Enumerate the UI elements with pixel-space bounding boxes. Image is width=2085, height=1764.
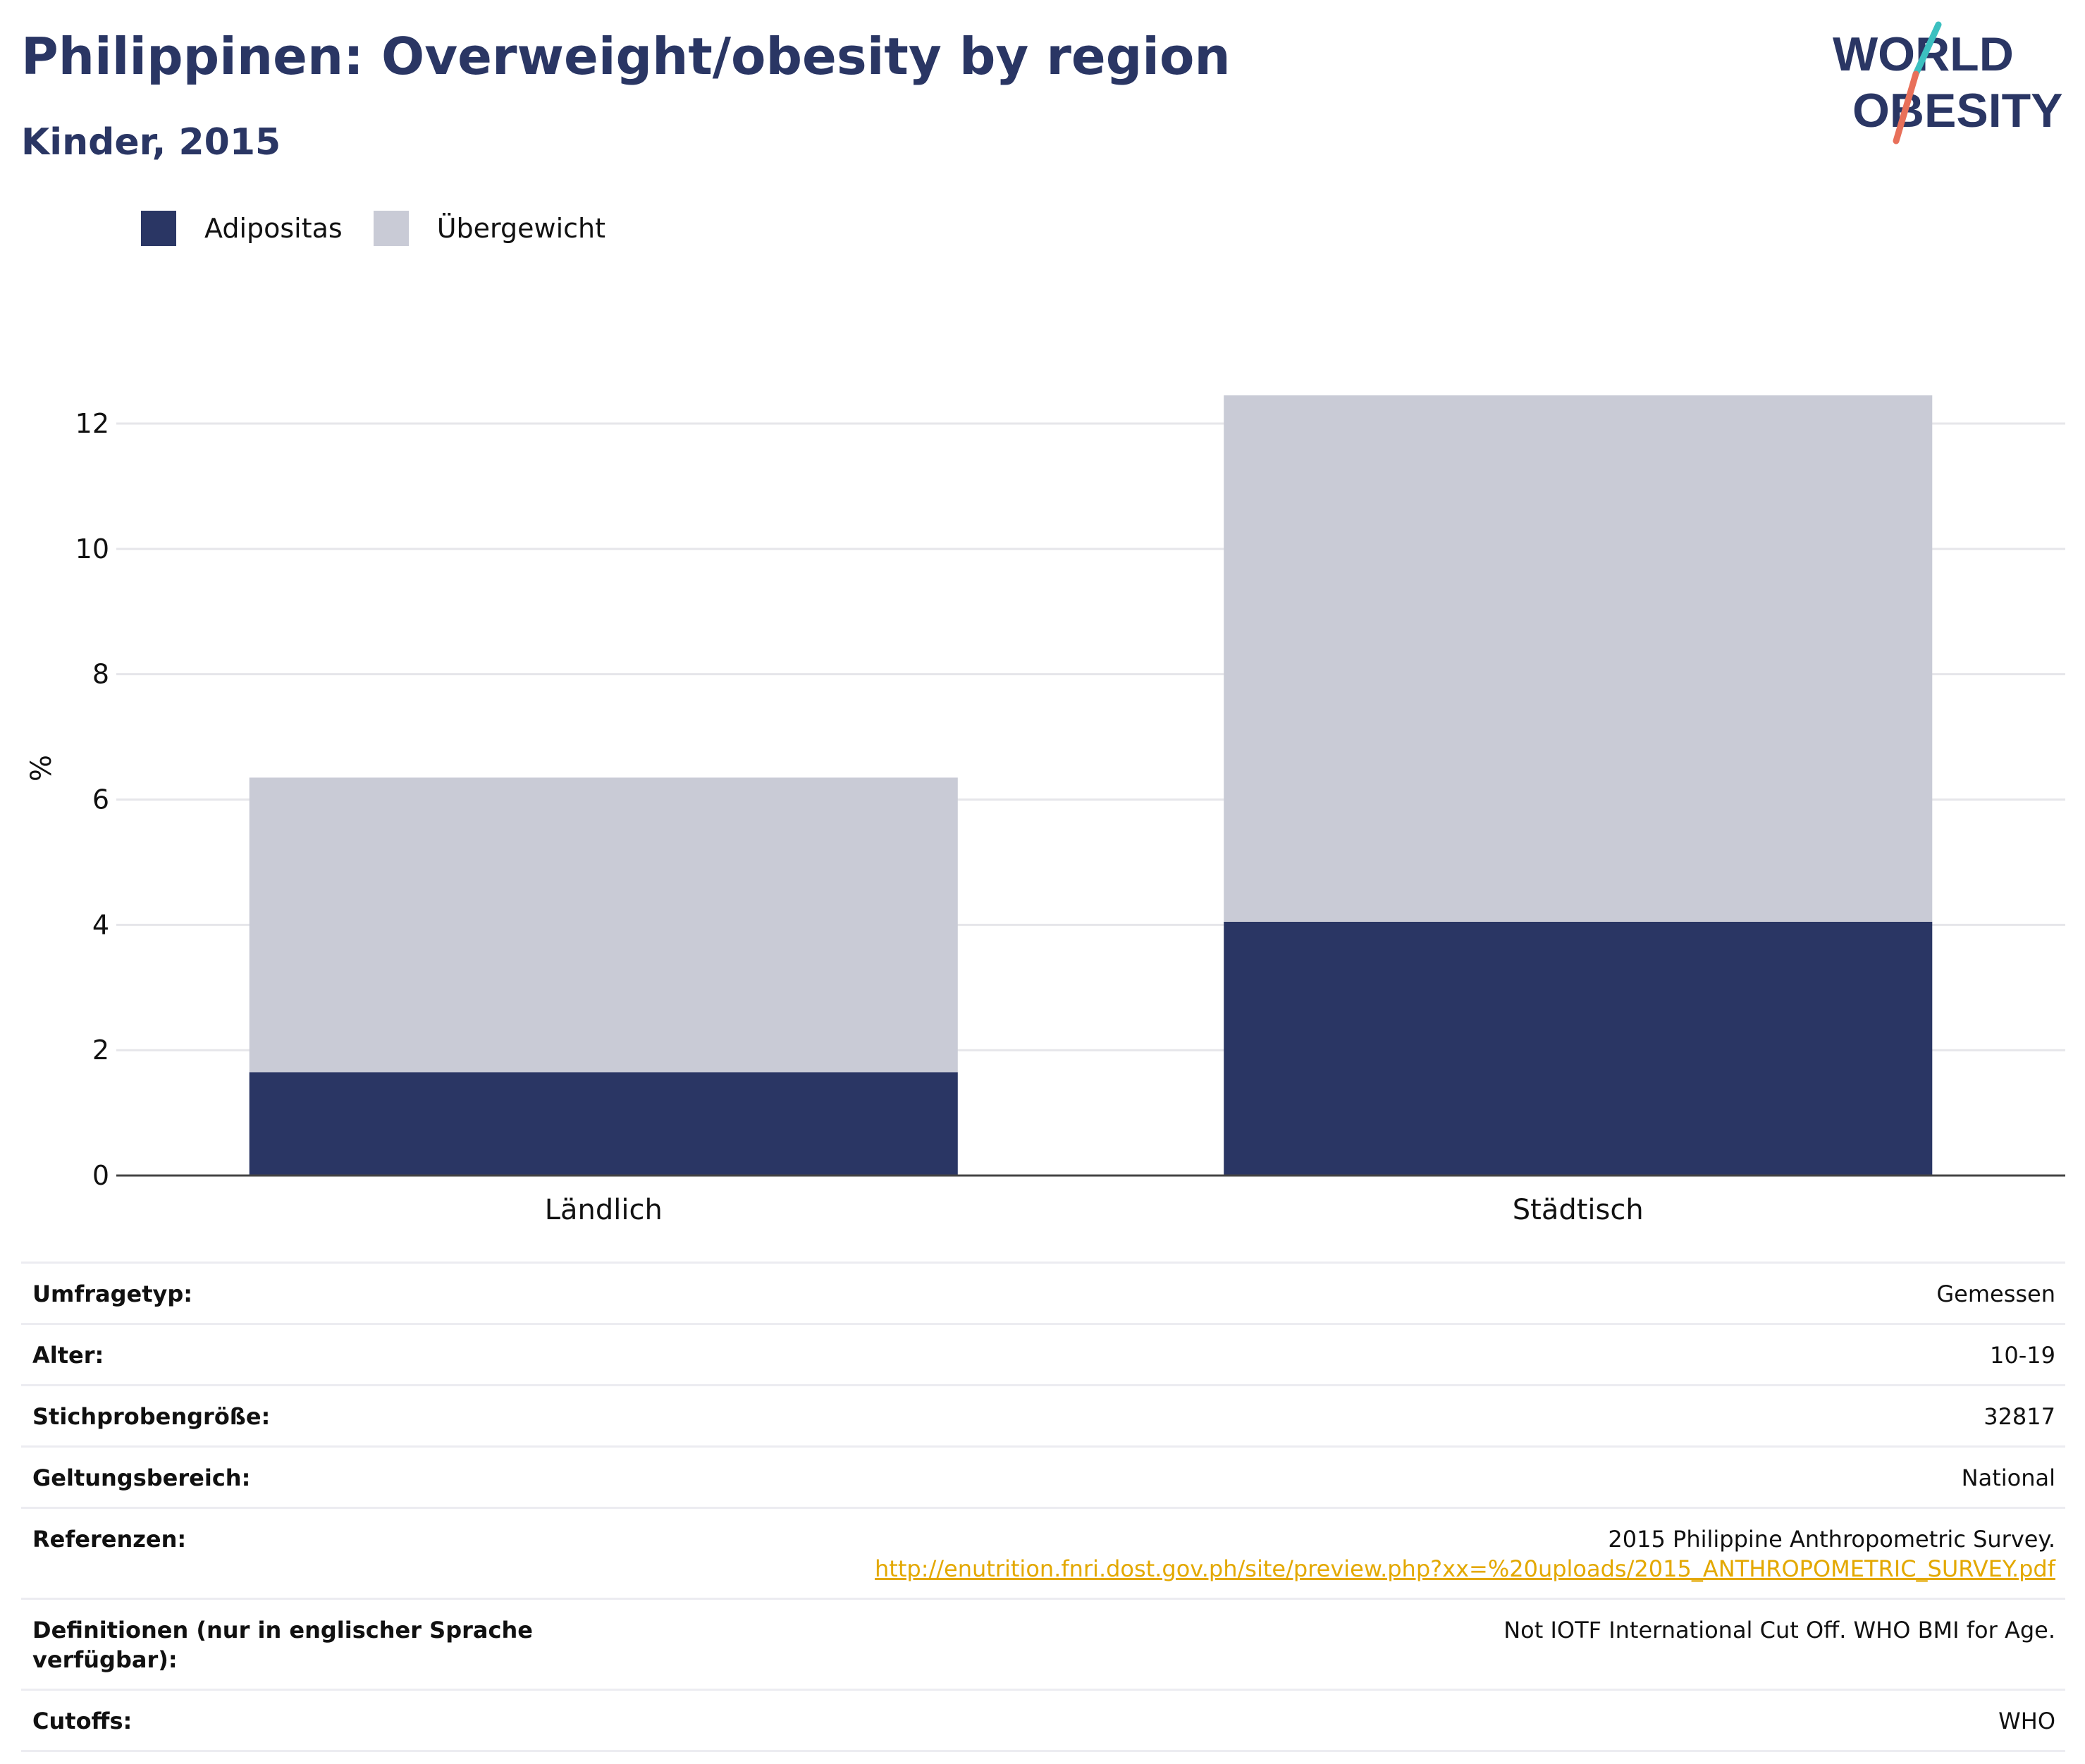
y-tick-label: 12 xyxy=(75,408,109,439)
table-row: Umfragetyp: Gemessen xyxy=(21,1264,2065,1325)
world-obesity-logo: WORLD OBESITY xyxy=(1833,21,2063,144)
row-value-text: Not IOTF International Cut Off. WHO BMI … xyxy=(1503,1617,2055,1643)
row-value: National xyxy=(1962,1463,2055,1493)
row-value: WHO xyxy=(1998,1706,2055,1736)
y-tick-label: 6 xyxy=(92,784,109,815)
chart-title: Philippinen: Overweight/obesity by regio… xyxy=(21,27,1231,86)
row-value: Not IOTF International Cut Off. WHO BMI … xyxy=(1503,1615,2055,1674)
row-value: 10-19 xyxy=(1990,1340,2055,1370)
table-row: Cutoffs: WHO xyxy=(21,1691,2065,1752)
x-tick-label: Ländlich xyxy=(545,1194,663,1226)
stacked-bar-chart: 0 2 4 6 8 10 12% Ländlich Städtisch xyxy=(25,395,2065,1226)
legend-label-adipositas[interactable]: Adipositas xyxy=(204,213,343,244)
row-key: Referenzen: xyxy=(32,1526,187,1553)
row-value-text: 2015 Philippine Anthropometric Survey. xyxy=(1608,1526,2055,1553)
y-tick-label: 0 xyxy=(92,1160,109,1191)
row-value-text: 32817 xyxy=(1983,1403,2055,1430)
row-value-text: WHO xyxy=(1998,1708,2055,1734)
row-value: Gemessen xyxy=(1936,1279,2055,1309)
table-row: Alter: 10-19 xyxy=(21,1325,2065,1386)
bar-segment xyxy=(249,777,958,1073)
legend-swatch-adipositas[interactable] xyxy=(141,211,176,246)
row-key: Definitionen (nur in englischer Sprache … xyxy=(32,1617,533,1673)
table-row: Geltungsbereich: National xyxy=(21,1448,2065,1509)
y-axis-label: % xyxy=(25,755,58,782)
legend-swatch-uebergewicht[interactable] xyxy=(373,211,409,246)
y-tick-label: 8 xyxy=(92,659,109,690)
bar-segment xyxy=(1224,921,1933,1176)
table-row: Stichprobengröße: 32817 xyxy=(21,1386,2065,1448)
bar-segment xyxy=(249,1072,958,1176)
row-value-text: Gemessen xyxy=(1936,1281,2055,1307)
svg-text:OBESITY: OBESITY xyxy=(1852,84,2063,137)
y-tick-label: 2 xyxy=(92,1035,109,1066)
legend-label-uebergewicht[interactable]: Übergewicht xyxy=(436,213,605,244)
y-tick-label: 10 xyxy=(75,533,109,565)
row-value-text: National xyxy=(1961,1464,2055,1491)
row-key: Cutoffs: xyxy=(32,1708,133,1734)
row-key: Geltungsbereich: xyxy=(32,1464,251,1491)
metadata-table: Umfragetyp: Gemessen Alter: 10-19 Stichprobe… xyxy=(21,1262,2065,1752)
reference-link[interactable]: http://enutrition.fnri.dost.gov.ph/site/… xyxy=(875,1555,2055,1582)
row-value: 2015 Philippine Anthropometric Survey. ht… xyxy=(875,1524,2055,1584)
y-tick-label: 4 xyxy=(92,909,109,940)
row-key: Stichprobengröße: xyxy=(32,1403,271,1430)
chart-subtitle: Kinder, 2015 xyxy=(21,121,281,164)
table-row: Definitionen (nur in englischer Sprache … xyxy=(21,1600,2065,1691)
row-value: 32817 xyxy=(1983,1402,2055,1431)
row-key: Umfragetyp: xyxy=(32,1281,193,1307)
row-key: Alter: xyxy=(32,1342,104,1369)
bar-segment xyxy=(1224,395,1933,922)
chart-legend: Adipositas Übergewicht xyxy=(141,209,636,248)
table-row: Referenzen: 2015 Philippine Anthropometri… xyxy=(21,1509,2065,1600)
row-value-text: 10-19 xyxy=(1990,1342,2055,1369)
x-tick-label: Städtisch xyxy=(1513,1194,1644,1226)
